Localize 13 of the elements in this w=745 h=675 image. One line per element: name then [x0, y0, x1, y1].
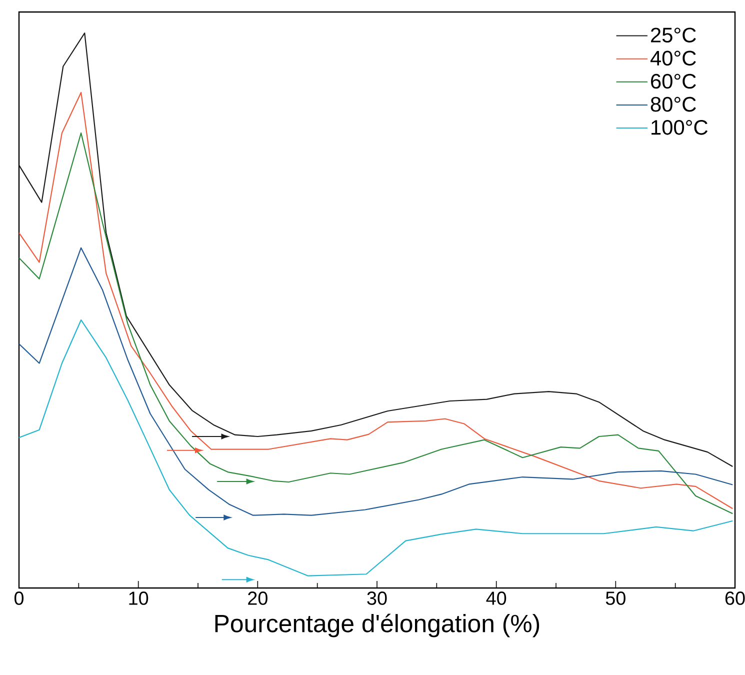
legend-label: 80°C — [650, 96, 696, 112]
legend-label: 25°C — [651, 28, 696, 43]
x-tick-label: 40 — [486, 592, 506, 605]
x-tick-label: 30 — [367, 592, 387, 605]
legend-label: 60°C — [651, 74, 696, 89]
x-axis-title: Pourcentage d'élongation (%) — [215, 614, 540, 638]
x-tick-label: 0 — [14, 592, 24, 605]
x-tick-label: 20 — [248, 592, 268, 605]
x-tick-label: 60 — [725, 592, 745, 605]
legend-label: 100°C — [652, 120, 708, 135]
x-tick-label: 10 — [129, 592, 148, 605]
x-tick-label: 50 — [606, 592, 626, 605]
legend-label: 40°C — [650, 50, 696, 66]
